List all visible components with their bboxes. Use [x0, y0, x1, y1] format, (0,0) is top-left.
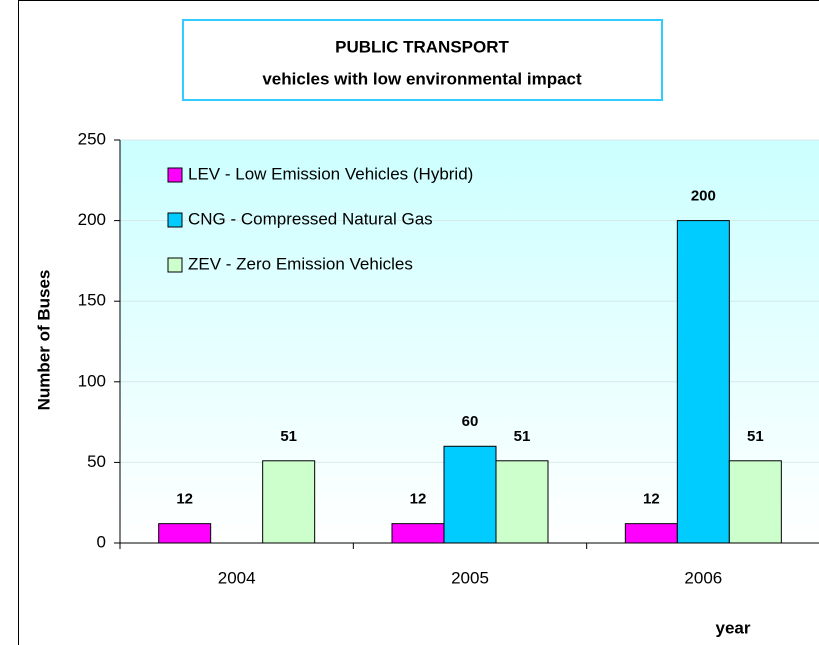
- bar: [158, 523, 212, 544]
- data-label: 60: [462, 413, 479, 430]
- y-tick-label: 100: [78, 371, 106, 390]
- data-label: 51: [514, 428, 531, 445]
- y-tick-label: 200: [78, 210, 106, 229]
- chart-title: PUBLIC TRANSPORT: [335, 37, 509, 56]
- legend-label: LEV - Low Emission Vehicles (Hybrid): [188, 164, 473, 183]
- legend-label: ZEV - Zero Emission Vehicles: [188, 254, 413, 273]
- legend-swatch: [167, 167, 183, 183]
- chart-border: [18, 0, 819, 645]
- bar: [676, 220, 730, 544]
- title-box: [182, 19, 663, 101]
- data-label: 12: [410, 491, 427, 508]
- bar: [262, 460, 316, 544]
- bar: [624, 523, 678, 544]
- data-label: 12: [176, 491, 193, 508]
- y-tick-label: 250: [78, 129, 106, 148]
- bar: [728, 460, 782, 544]
- data-label: 12: [643, 491, 660, 508]
- x-tick-label: 2006: [684, 568, 722, 587]
- legend-label: CNG - Compressed Natural Gas: [188, 209, 433, 228]
- y-tick-label: 150: [78, 291, 106, 310]
- data-label: 51: [747, 428, 764, 445]
- y-tick-label: 0: [97, 532, 106, 551]
- bar: [391, 523, 445, 544]
- legend-swatch: [167, 257, 183, 273]
- y-tick-label: 50: [87, 452, 106, 471]
- chart-subtitle: vehicles with low environmental impact: [262, 69, 582, 88]
- bar: [495, 460, 549, 544]
- bar: [443, 445, 497, 544]
- data-label: 200: [691, 188, 716, 205]
- legend-swatch: [167, 212, 183, 228]
- y-axis-label: Number of Buses: [34, 270, 53, 411]
- x-tick-label: 2005: [451, 568, 489, 587]
- data-label: 51: [280, 428, 297, 445]
- x-tick-label: 2004: [218, 568, 256, 587]
- x-axis-label: year: [716, 618, 751, 637]
